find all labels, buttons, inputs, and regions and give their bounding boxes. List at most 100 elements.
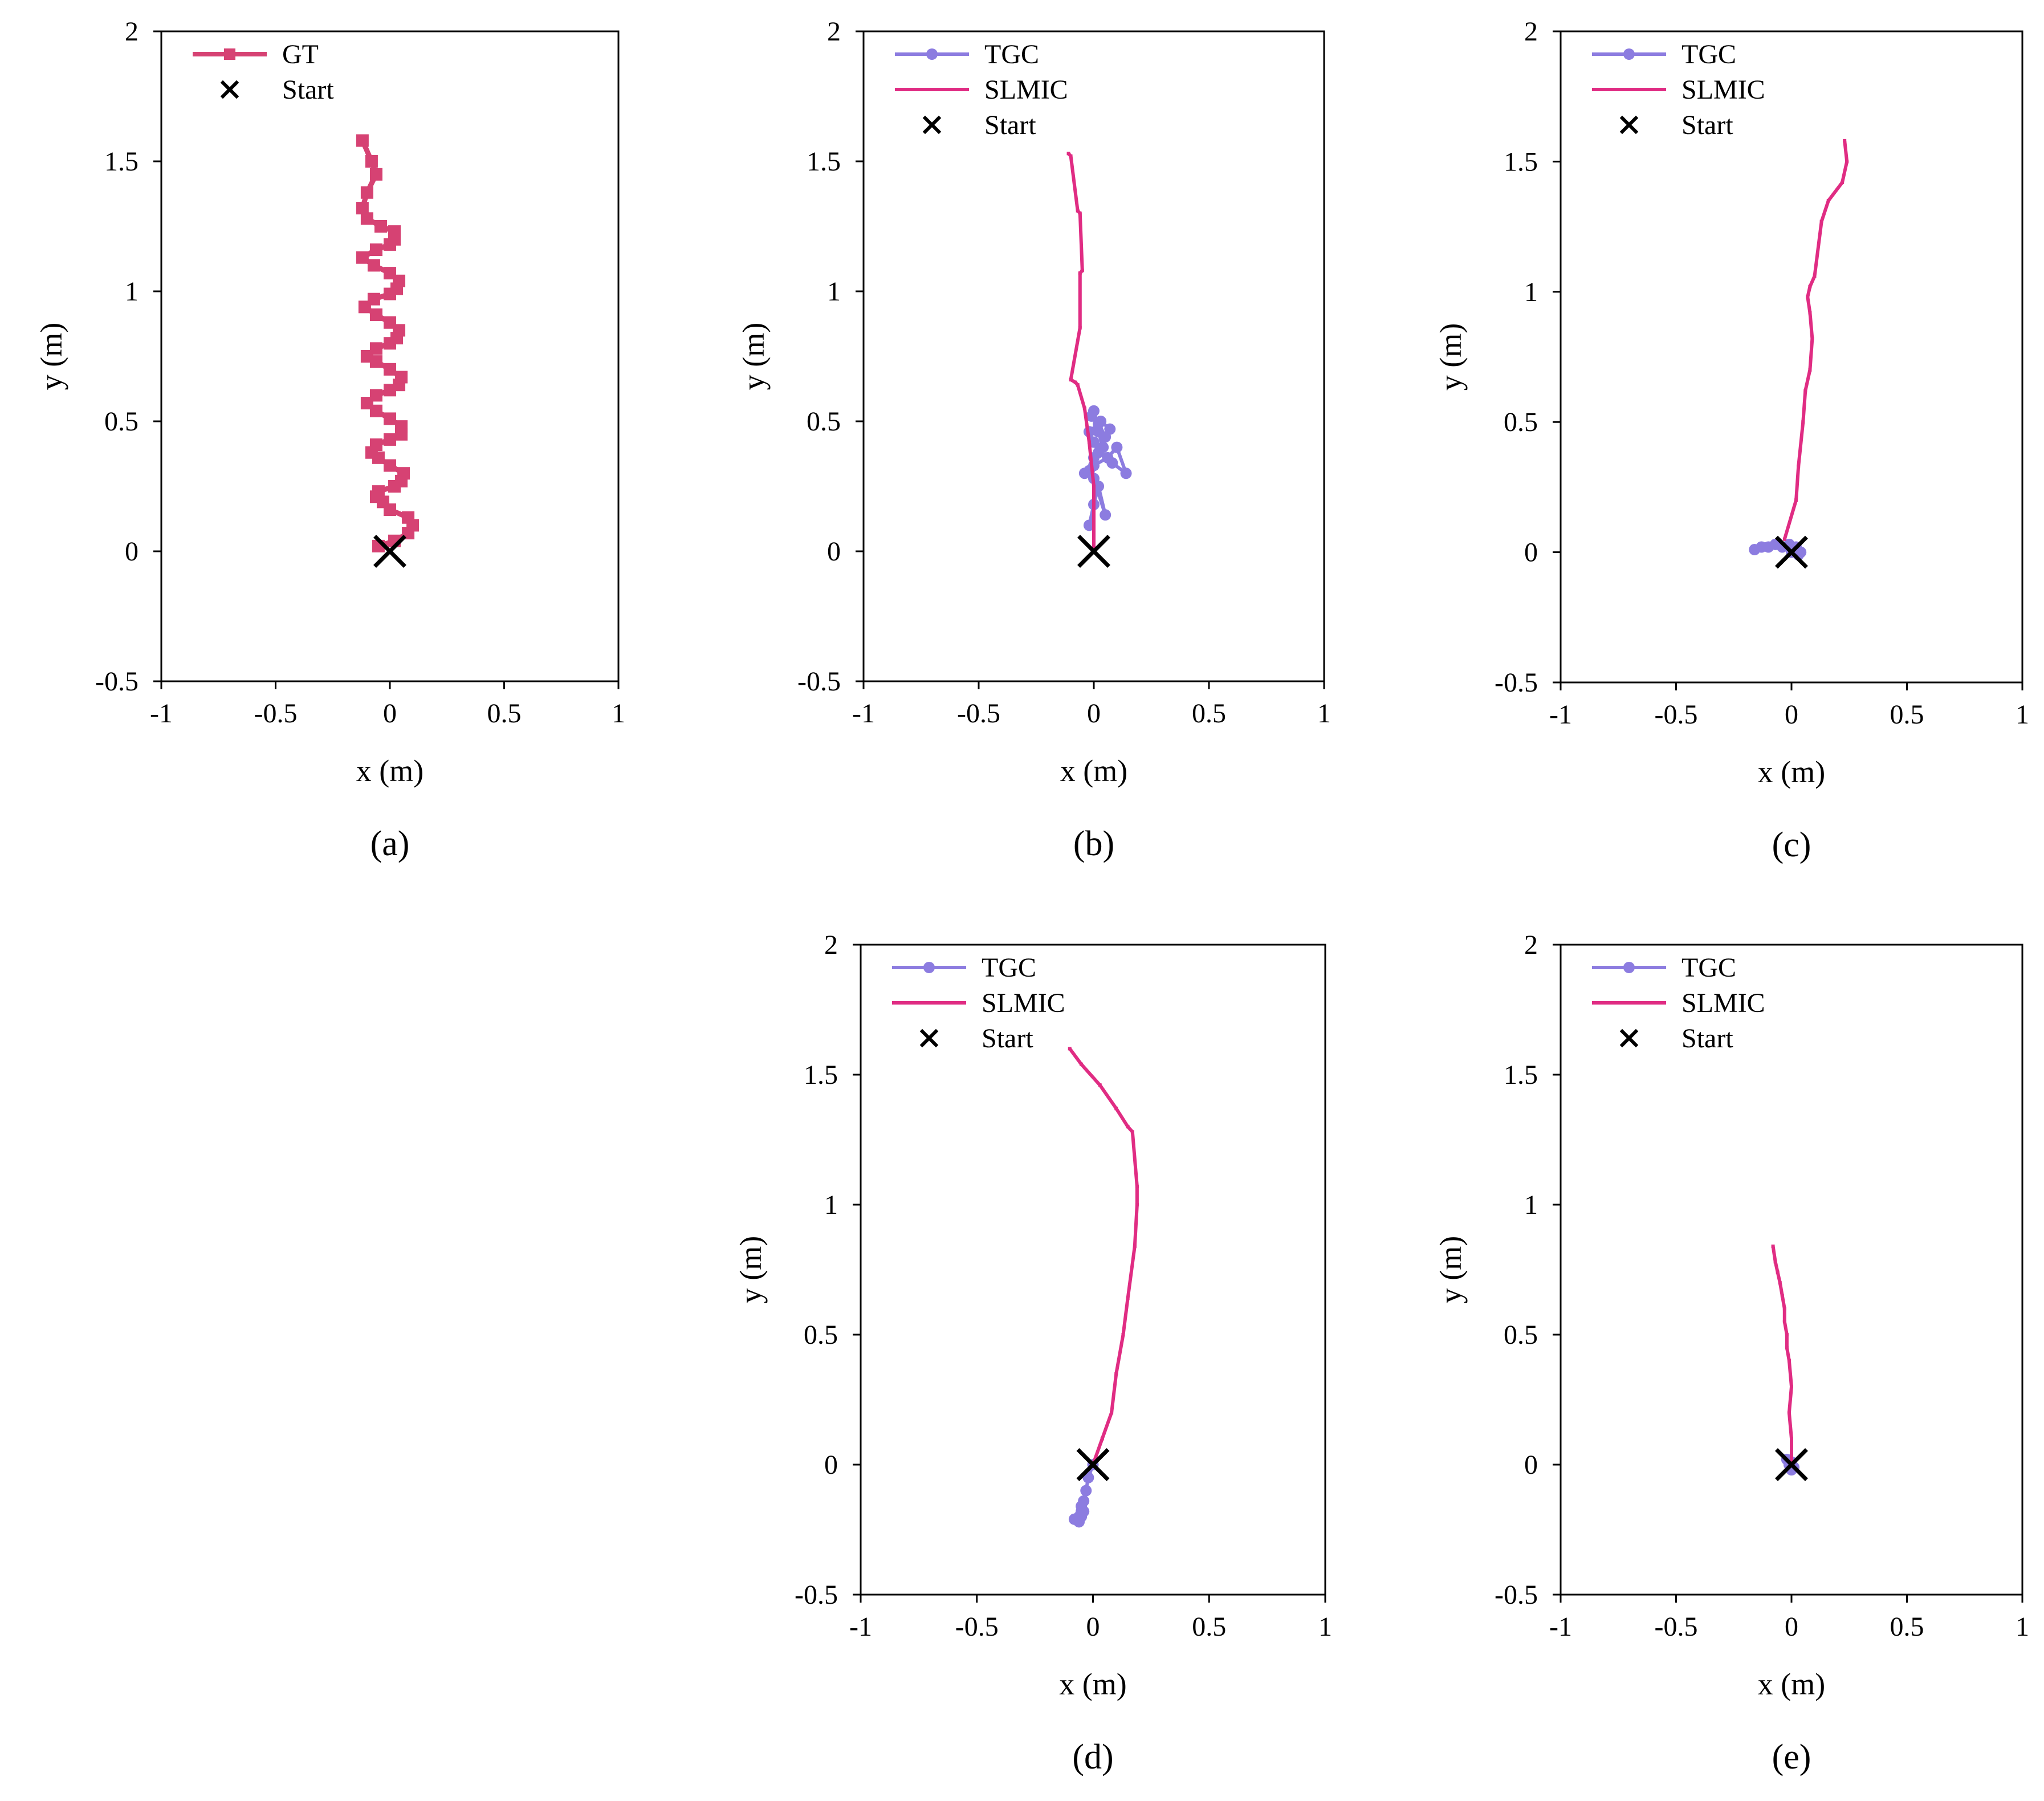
legend-slmic-label: SLMIC bbox=[1681, 988, 1765, 1018]
gt-point bbox=[369, 342, 382, 355]
slmic-point bbox=[1114, 1372, 1118, 1376]
gt-point bbox=[367, 292, 380, 306]
tgc-point bbox=[1083, 519, 1095, 531]
tgc-point bbox=[1078, 1506, 1090, 1518]
x-tick-label: 0.5 bbox=[487, 698, 522, 729]
legend-start-symbol-stroke-2 bbox=[1619, 115, 1639, 135]
x-tick-label: 0.5 bbox=[1890, 1612, 1924, 1642]
x-axis-label: x (m) bbox=[1060, 754, 1127, 788]
slmic-point bbox=[1806, 295, 1810, 299]
legend: TGC SLMIC Start bbox=[1592, 953, 1765, 1054]
slmic-point bbox=[1069, 378, 1073, 382]
gt-point bbox=[367, 259, 380, 272]
slmic-point bbox=[1080, 269, 1084, 273]
slmic-point bbox=[1110, 1410, 1114, 1414]
y-tick-label: 0.5 bbox=[804, 1320, 838, 1350]
slmic-series-line bbox=[1771, 1246, 1793, 1465]
y-axis-label: y (m) bbox=[1434, 323, 1468, 391]
y-tick-label: 0 bbox=[827, 536, 841, 567]
gt-point bbox=[384, 412, 396, 425]
legend-tgc-label: TGC bbox=[1681, 953, 1736, 983]
chart-panel-a: -1 -0.5 0 0.5 1 -0.5 0 0.5 1 1.5 2 x (m) y (m) (a) GT S… bbox=[34, 17, 625, 863]
plot-frame bbox=[860, 944, 1326, 1596]
legend-tgc-marker bbox=[1623, 962, 1635, 973]
start-marker-stroke-2 bbox=[373, 535, 406, 568]
y-tick-label: -0.5 bbox=[1495, 668, 1538, 698]
gt-point bbox=[356, 134, 369, 147]
y-tick-label: 1 bbox=[125, 277, 139, 307]
plot-frame bbox=[1560, 30, 2023, 684]
slmic-point bbox=[1114, 1107, 1118, 1111]
y-tick-label: 1.5 bbox=[804, 1060, 838, 1090]
slmic-point bbox=[1078, 326, 1082, 330]
y-tick-label: 0 bbox=[125, 536, 139, 567]
gt-point bbox=[369, 308, 382, 322]
y-tick-label: 1 bbox=[1524, 277, 1538, 307]
slmic-point bbox=[1135, 1185, 1139, 1189]
slmic-point bbox=[1073, 380, 1077, 384]
gt-point bbox=[395, 420, 408, 433]
panel-label: (b) bbox=[1073, 824, 1114, 863]
y-tick-label: -0.5 bbox=[95, 666, 139, 697]
slmic-point bbox=[1078, 271, 1082, 275]
y-axis-label: y (m) bbox=[34, 323, 68, 390]
legend-start-symbol bbox=[922, 115, 942, 135]
x-axis-label: x (m) bbox=[1059, 1667, 1126, 1701]
legend-start-symbol-stroke-2 bbox=[919, 1028, 939, 1048]
legend-start-symbol-stroke-2 bbox=[922, 115, 942, 135]
slmic-point bbox=[1803, 389, 1807, 393]
chart-panel-d: -1 -0.5 0 0.5 1 -0.5 0 0.5 1 1.5 2 x (m) y (m) (d) TGC… bbox=[734, 930, 1332, 1776]
slmic-point bbox=[1135, 1203, 1139, 1206]
x-tick-label: 0 bbox=[1785, 1612, 1798, 1642]
panel-label: (c) bbox=[1772, 826, 1811, 864]
gt-point bbox=[356, 251, 369, 264]
y-axis-label: y (m) bbox=[736, 323, 771, 390]
slmic-point bbox=[1133, 1244, 1137, 1248]
y-tick-label: 1.5 bbox=[1504, 1060, 1538, 1090]
legend-tgc-marker bbox=[1623, 48, 1635, 60]
y-tick-label: 1 bbox=[824, 1190, 838, 1220]
slmic-point bbox=[1797, 464, 1801, 468]
x-tick-label: -1 bbox=[852, 698, 875, 729]
x-tick-label: 0.5 bbox=[1192, 1612, 1226, 1642]
slmic-point bbox=[1810, 337, 1814, 341]
x-tick-label: 0 bbox=[1087, 698, 1101, 729]
start-marker bbox=[373, 535, 406, 568]
slmic-point bbox=[1776, 1270, 1780, 1274]
slmic-point bbox=[1808, 311, 1812, 315]
x-tick-label: 0 bbox=[1785, 700, 1798, 730]
gt-point bbox=[395, 371, 408, 384]
chart-panel-e: -1 -0.5 0 0.5 1 -0.5 0 0.5 1 1.5 2 x (m) y (m) (e) TGC… bbox=[1434, 930, 2029, 1776]
y-tick-label: 2 bbox=[824, 930, 838, 960]
x-tick-label: -0.5 bbox=[957, 698, 1000, 729]
gt-point bbox=[384, 459, 396, 472]
tgc-point bbox=[1095, 416, 1107, 427]
legend-start-symbol bbox=[1619, 115, 1639, 135]
x-tick-label: -1 bbox=[150, 698, 173, 729]
legend: TGC SLMIC Start bbox=[1592, 39, 1765, 140]
legend-tgc-marker bbox=[926, 48, 938, 60]
gt-point bbox=[384, 363, 396, 376]
slmic-point bbox=[1813, 274, 1817, 278]
tgc-point bbox=[1111, 441, 1123, 453]
gt-point bbox=[369, 389, 382, 402]
x-tick-label: 1 bbox=[612, 698, 625, 729]
slmic-point bbox=[1785, 1345, 1789, 1349]
plot-frame bbox=[1560, 944, 2023, 1596]
legend-slmic-label: SLMIC bbox=[982, 988, 1065, 1018]
slmic-point bbox=[1126, 1125, 1130, 1129]
slmic-point bbox=[1126, 1296, 1130, 1300]
tgc-point bbox=[1100, 509, 1111, 521]
slmic-point bbox=[1801, 420, 1805, 424]
legend-start-label: Start bbox=[984, 110, 1036, 140]
slmic-point bbox=[1794, 498, 1798, 502]
slmic-point bbox=[1780, 1294, 1784, 1298]
tgc-point bbox=[1093, 426, 1105, 438]
x-axis-label: x (m) bbox=[1758, 755, 1825, 789]
x-tick-label: -1 bbox=[849, 1612, 872, 1642]
x-axis-label: x (m) bbox=[356, 754, 424, 788]
y-tick-label: 0 bbox=[1524, 538, 1538, 568]
legend-start-label: Start bbox=[1681, 1023, 1733, 1054]
y-tick-label: 0.5 bbox=[104, 406, 139, 437]
gt-point bbox=[360, 186, 373, 199]
